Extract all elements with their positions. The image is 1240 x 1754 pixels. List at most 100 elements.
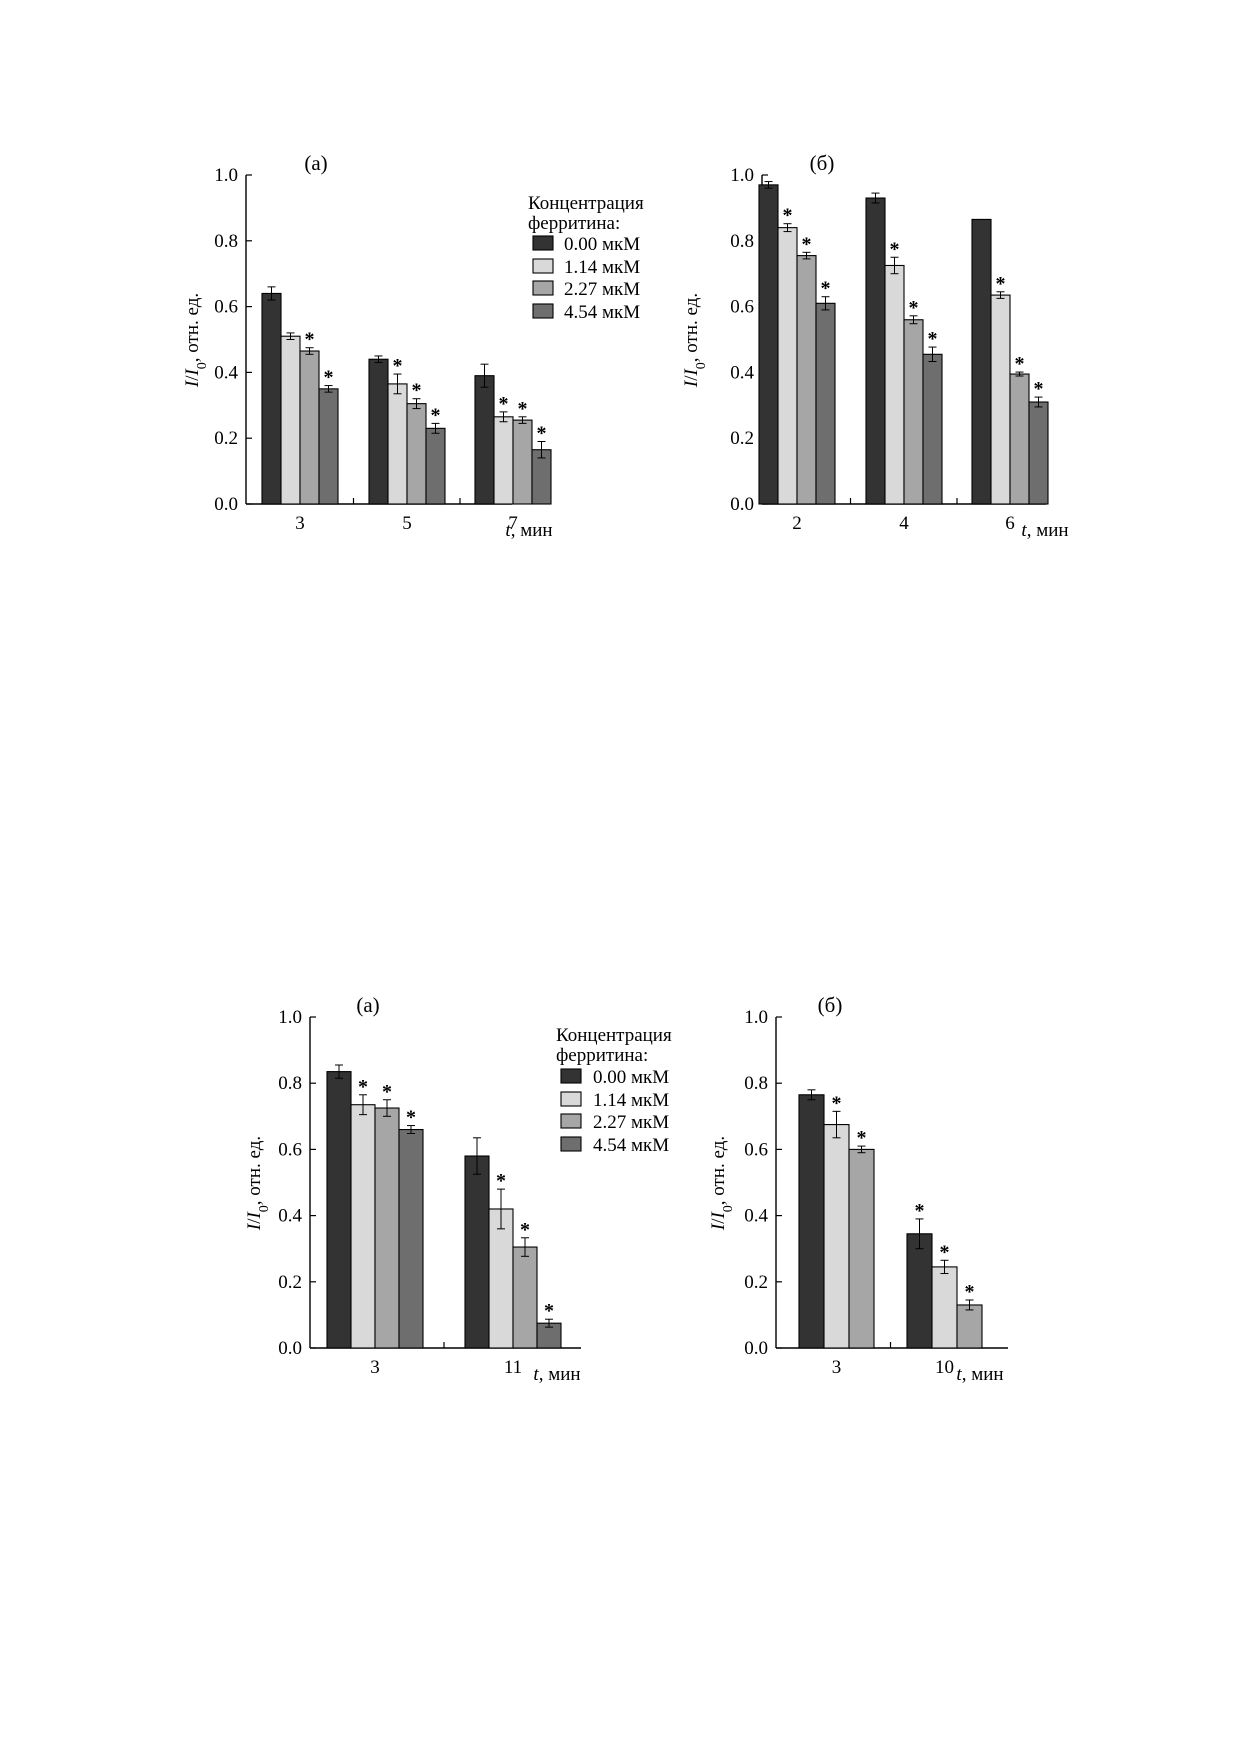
- significance-marker: *: [544, 1300, 554, 1322]
- bar: [326, 1071, 352, 1349]
- significance-marker: *: [996, 273, 1006, 295]
- y-tick-label: 0.6: [214, 297, 238, 318]
- legend-label: 2.27 мкМ: [564, 279, 640, 300]
- x-axis-unit: , мин: [539, 1364, 581, 1385]
- y-tick-label: 0.6: [278, 1139, 302, 1160]
- bar: [536, 1322, 562, 1349]
- y-axis-title: I/I0, отн. ед.: [708, 1136, 736, 1231]
- significance-marker: *: [890, 238, 900, 260]
- legend-swatch: [532, 280, 554, 296]
- x-tick-label: 5: [402, 513, 412, 534]
- significance-marker: *: [496, 1170, 506, 1192]
- significance-marker: *: [1015, 353, 1025, 375]
- y-axis-title: I/I0, отн. ед.: [182, 293, 210, 388]
- bar: [956, 1304, 983, 1349]
- y-tick-label: 0.6: [730, 297, 754, 318]
- significance-marker: *: [1034, 378, 1044, 400]
- x-axis-var: t: [533, 1364, 539, 1385]
- significance-marker: *: [940, 1241, 950, 1263]
- significance-marker: *: [412, 380, 422, 402]
- bar: [1009, 373, 1030, 505]
- y-tick-label: 0.2: [278, 1272, 302, 1293]
- bar: [398, 1128, 424, 1349]
- y-tick-label: 0.4: [214, 362, 238, 383]
- y-axis-title: I/I0, отн. ед.: [244, 1136, 272, 1231]
- legend-swatch: [532, 303, 554, 319]
- y-tick-label: 0.0: [744, 1338, 768, 1359]
- significance-marker: *: [915, 1200, 925, 1222]
- y-axis-var: I: [244, 1222, 265, 1231]
- legend-title: ферритина:: [528, 213, 620, 234]
- bar: [884, 264, 905, 505]
- chart-panel-1: 0.0 0.2 0.4 0.6 0.8 1.0 2 4 6 * * * * * * * * * (б) t, мин I…: [681, 151, 1069, 541]
- y-tick-label: 0.8: [744, 1073, 768, 1094]
- y-axis-var: I: [182, 379, 203, 388]
- significance-marker: *: [393, 355, 403, 377]
- bar: [493, 416, 514, 505]
- y-tick-label: 0.4: [278, 1206, 302, 1227]
- bar: [796, 255, 817, 505]
- legend-title: Концентрация: [556, 1025, 672, 1046]
- panel-label: (а): [304, 151, 327, 175]
- chart-panel-3: 0.00.20.40.60.81.03 10*****(б)t, минI/I0,…: [708, 993, 1008, 1385]
- bar: [488, 1208, 514, 1349]
- x-axis-title: t, мин: [533, 1364, 580, 1385]
- significance-marker: *: [857, 1127, 867, 1149]
- bar: [865, 197, 886, 505]
- legend-label: 1.14 мкМ: [593, 1090, 669, 1111]
- significance-marker: *: [382, 1081, 392, 1103]
- bar: [848, 1148, 875, 1349]
- significance-marker: *: [965, 1281, 975, 1303]
- significance-marker: *: [518, 398, 528, 420]
- significance-marker: *: [431, 404, 441, 426]
- y-tick-label: 0.8: [214, 231, 238, 252]
- panel-label: (а): [356, 993, 379, 1017]
- y-tick-label: 0.2: [214, 428, 238, 449]
- x-axis-unit: , мин: [1027, 520, 1069, 541]
- significance-marker: *: [406, 1107, 416, 1129]
- bar: [299, 350, 320, 505]
- x-axis-unit: , мин: [962, 1364, 1004, 1385]
- x-axis-title: t, мин: [505, 520, 552, 541]
- x-axis-var: t: [505, 520, 511, 541]
- x-tick-label: 3: [295, 513, 305, 534]
- bar: [922, 353, 943, 505]
- x-tick-label: 3: [832, 1357, 842, 1378]
- significance-marker: *: [928, 328, 938, 350]
- y-tick-label: 0.4: [730, 362, 754, 383]
- y-axis-sub: 0: [721, 1205, 736, 1212]
- significance-marker: *: [783, 205, 793, 227]
- x-tick-label: 7: [508, 513, 518, 534]
- y-axis-var2: I: [681, 368, 702, 377]
- bar: [903, 319, 924, 505]
- bar: [777, 227, 798, 505]
- bar: [374, 1107, 400, 1349]
- legend-swatch: [560, 1091, 582, 1107]
- y-axis-var2: I: [182, 368, 203, 377]
- x-tick-label: 3: [370, 1357, 380, 1378]
- legend-label: 2.27 мкМ: [593, 1112, 669, 1133]
- x-axis-title: t, мин: [1021, 520, 1068, 541]
- y-tick-label: 0.0: [278, 1338, 302, 1359]
- panel-label: (б): [810, 151, 835, 175]
- significance-marker: *: [802, 233, 812, 255]
- panel-label: (б): [818, 993, 843, 1017]
- y-axis-sep: /: [708, 1218, 729, 1224]
- bar: [990, 294, 1011, 505]
- y-axis-var2: I: [244, 1211, 265, 1220]
- y-axis-var: I: [708, 1222, 729, 1231]
- legend-label: 1.14 мкМ: [564, 257, 640, 278]
- y-axis-sub: 0: [257, 1205, 272, 1212]
- legend-title: Концентрация: [528, 193, 644, 214]
- significance-marker: *: [832, 1092, 842, 1114]
- bar: [368, 358, 389, 505]
- legend-swatch: [560, 1068, 582, 1084]
- bar: [406, 403, 427, 505]
- bar: [261, 292, 282, 505]
- y-tick-label: 1.0: [214, 165, 238, 186]
- y-tick-label: 0.8: [278, 1073, 302, 1094]
- significance-marker: *: [324, 367, 334, 389]
